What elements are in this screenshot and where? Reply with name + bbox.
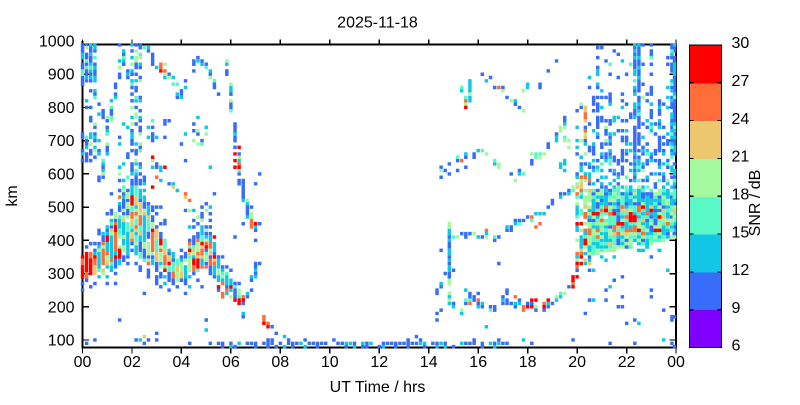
svg-text:14: 14 <box>420 354 438 371</box>
svg-text:800: 800 <box>48 100 75 117</box>
svg-text:24: 24 <box>732 111 750 128</box>
svg-text:400: 400 <box>48 233 75 250</box>
svg-text:6: 6 <box>732 338 741 355</box>
svg-text:27: 27 <box>732 73 750 90</box>
svg-text:SNR / dB: SNR / dB <box>747 170 764 237</box>
svg-text:08: 08 <box>271 354 289 371</box>
svg-text:300: 300 <box>48 266 75 283</box>
svg-text:06: 06 <box>222 354 240 371</box>
svg-text:00: 00 <box>667 354 685 371</box>
svg-text:600: 600 <box>48 166 75 183</box>
svg-text:UT Time / hrs: UT Time / hrs <box>330 379 426 396</box>
svg-text:km: km <box>4 185 21 206</box>
svg-text:21: 21 <box>732 149 750 166</box>
svg-text:18: 18 <box>732 186 750 203</box>
svg-text:12: 12 <box>732 262 750 279</box>
svg-text:16: 16 <box>469 354 487 371</box>
svg-text:200: 200 <box>48 299 75 316</box>
svg-text:22: 22 <box>618 354 636 371</box>
svg-text:04: 04 <box>173 354 191 371</box>
svg-text:9: 9 <box>732 300 741 317</box>
svg-text:30: 30 <box>732 35 750 52</box>
svg-text:20: 20 <box>568 354 586 371</box>
svg-text:15: 15 <box>732 224 750 241</box>
svg-text:100: 100 <box>48 333 75 350</box>
svg-text:12: 12 <box>370 354 388 371</box>
svg-text:500: 500 <box>48 200 75 217</box>
svg-text:02: 02 <box>123 354 141 371</box>
svg-text:2025-11-18: 2025-11-18 <box>337 15 418 32</box>
svg-text:18: 18 <box>519 354 537 371</box>
svg-text:900: 900 <box>48 67 75 84</box>
svg-text:10: 10 <box>321 354 339 371</box>
svg-text:1000: 1000 <box>39 34 75 51</box>
svg-text:700: 700 <box>48 133 75 150</box>
svg-text:00: 00 <box>74 354 92 371</box>
